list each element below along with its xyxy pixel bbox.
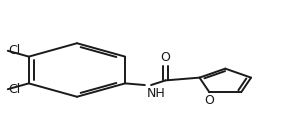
Text: O: O	[160, 51, 170, 64]
Text: NH: NH	[147, 87, 165, 100]
Text: O: O	[204, 94, 214, 107]
Text: Cl: Cl	[8, 44, 20, 57]
Text: Cl: Cl	[8, 83, 20, 96]
